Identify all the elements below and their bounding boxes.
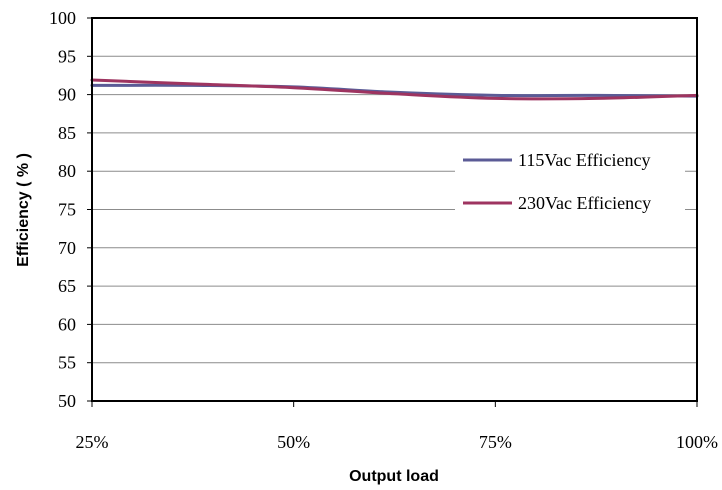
legend-background [455, 138, 685, 222]
y-axis-title: Efficiency ( % ) [15, 153, 32, 267]
y-tick-label: 70 [58, 238, 76, 258]
series-line-230vac [90, 78, 699, 101]
x-tick-label: 25% [76, 432, 109, 452]
y-tick-label: 95 [58, 46, 76, 66]
plot-frame [91, 17, 698, 402]
y-tick-label: 80 [58, 161, 76, 181]
y-tick-label: 65 [58, 276, 76, 296]
y-tick-label: 75 [58, 200, 76, 220]
x-axis-title: Output load [349, 468, 439, 485]
y-tick-label: 60 [58, 314, 76, 334]
x-tick-label: 75% [479, 432, 512, 452]
y-tick-label: 85 [58, 123, 76, 143]
legend-label: 115Vac Efficiency [518, 150, 650, 170]
y-tick-label: 55 [58, 353, 76, 373]
y-tick-label: 90 [58, 85, 76, 105]
x-tick-label: 50% [277, 432, 310, 452]
series-lines [90, 78, 699, 101]
legend-label: 230Vac Efficiency [518, 193, 651, 213]
x-tick-labels: 25% 50% 75% 100% [76, 401, 718, 452]
y-tick-labels: 50 55 60 65 70 75 80 85 90 95 100 [49, 8, 76, 411]
y-tick-label: 50 [58, 391, 76, 411]
x-tick-label: 100% [676, 432, 718, 452]
y-tick-label: 100 [49, 8, 76, 28]
legend: 115Vac Efficiency 230Vac Efficiency [455, 138, 685, 222]
